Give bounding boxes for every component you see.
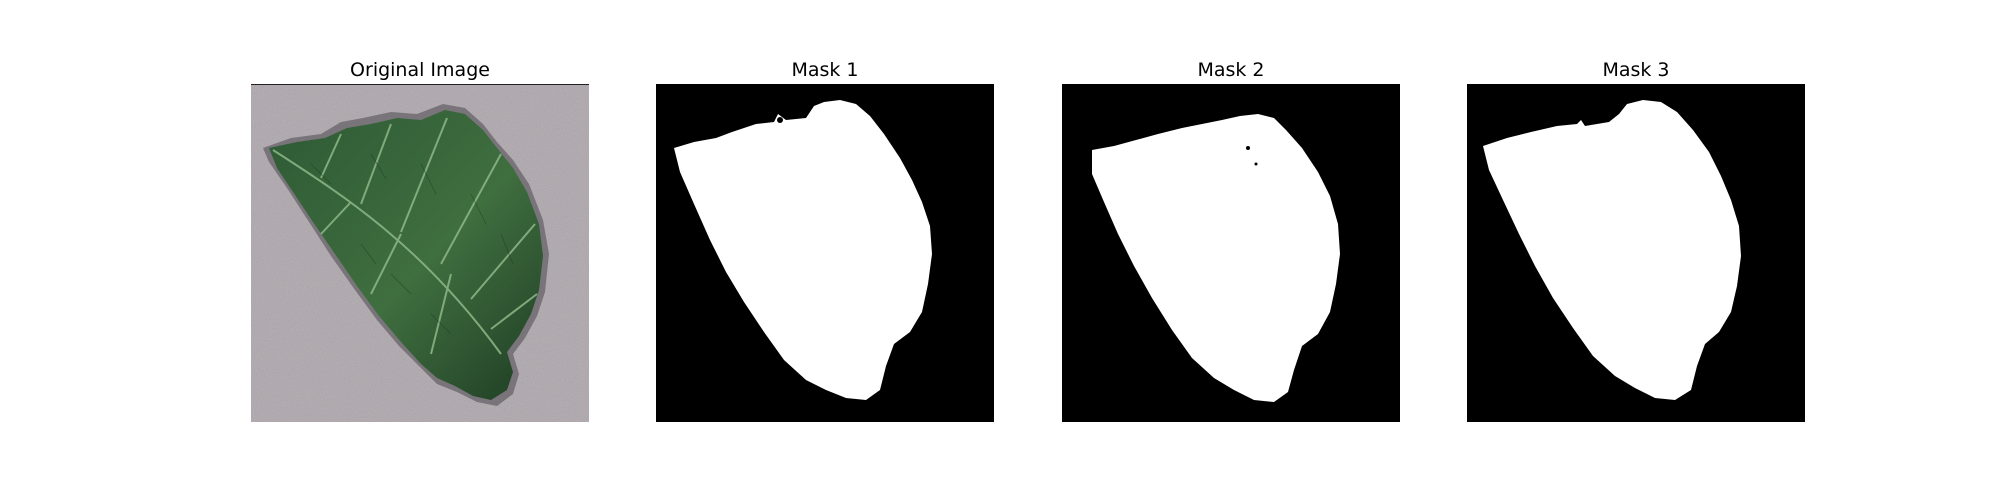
panel-original-image: Original Image	[251, 57, 589, 422]
panel-title: Mask 1	[791, 59, 859, 81]
panel-title: Mask 2	[1197, 59, 1265, 81]
panel-title: Original Image	[350, 59, 490, 81]
original-leaf-image	[251, 84, 589, 422]
mask-2-image	[1062, 84, 1400, 422]
panel-title: Mask 3	[1602, 59, 1670, 81]
panel-mask-1: Mask 1	[656, 57, 994, 422]
mask-1-image	[656, 84, 994, 422]
panel-mask-3: Mask 3	[1467, 57, 1805, 422]
panel-mask-2: Mask 2	[1062, 57, 1400, 422]
mask-3-image	[1467, 84, 1805, 422]
